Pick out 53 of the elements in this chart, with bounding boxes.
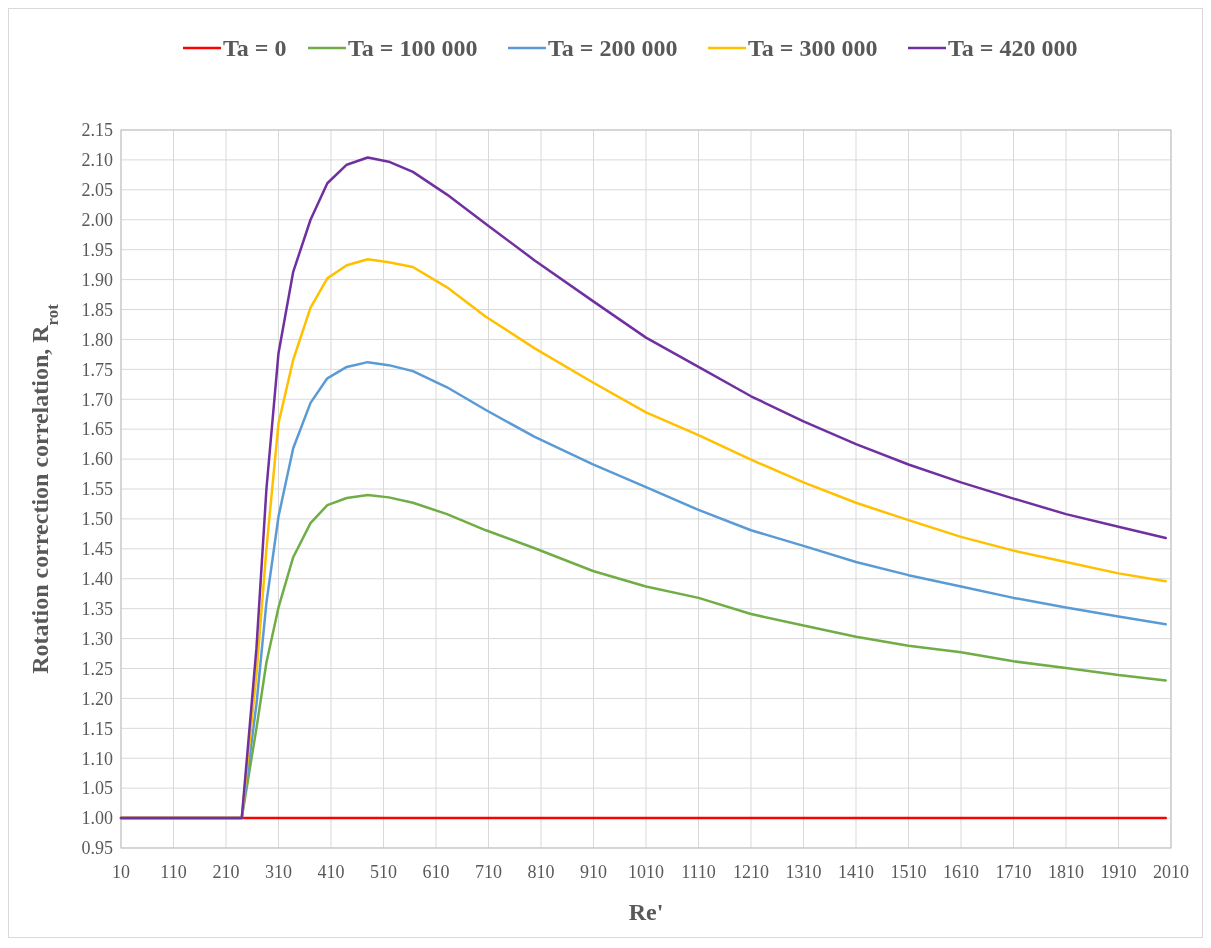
y-tick-label: 1.35 <box>81 598 113 619</box>
y-tick-label: 1.55 <box>81 479 113 500</box>
x-tick-label: 510 <box>370 862 397 882</box>
x-tick-label: 610 <box>422 862 450 882</box>
y-tick-label: 1.45 <box>81 539 113 560</box>
legend-label: Ta = 0 <box>223 35 287 62</box>
y-tick-label: 1.30 <box>81 628 113 649</box>
x-tick-label: 810 <box>527 862 555 882</box>
x-tick-label: 2010 <box>1153 862 1189 882</box>
x-tick-label: 1710 <box>995 862 1032 882</box>
y-tick-label: 1.95 <box>81 239 113 260</box>
y-tick-label: 0.95 <box>81 838 113 859</box>
y-tick-label: 1.20 <box>81 688 113 709</box>
legend-label: Ta = 100 000 <box>348 35 478 62</box>
x-axis-title: Re' <box>628 899 664 925</box>
y-tick-label: 2.15 <box>81 120 113 141</box>
y-tick-label: 1.15 <box>81 718 113 739</box>
y-tick-label: 2.05 <box>81 180 113 201</box>
x-tick-label: 710 <box>475 862 502 882</box>
x-tick-label: 10 <box>112 862 130 882</box>
x-tick-label: 410 <box>317 862 345 882</box>
y-tick-label: 1.65 <box>81 419 113 440</box>
legend-label: Ta = 420 000 <box>948 35 1078 62</box>
x-tick-label: 110 <box>160 862 187 882</box>
y-tick-label: 1.25 <box>81 658 113 679</box>
legend-label: Ta = 200 000 <box>548 35 678 62</box>
x-tick-label: 1610 <box>943 862 979 882</box>
x-tick-label: 1310 <box>785 862 822 882</box>
legend-label: Ta = 300 000 <box>748 35 878 62</box>
x-tick-label: 1110 <box>681 862 716 882</box>
y-tick-label: 1.70 <box>81 389 113 410</box>
y-tick-label: 1.10 <box>81 748 113 769</box>
x-tick-label: 1010 <box>628 862 664 882</box>
y-tick-label: 1.40 <box>81 569 113 590</box>
y-tick-label: 1.50 <box>81 509 113 530</box>
x-tick-label: 310 <box>265 862 292 882</box>
x-tick-label: 910 <box>580 862 607 882</box>
x-tick-label: 1410 <box>838 862 874 882</box>
x-tick-label: 1210 <box>733 862 769 882</box>
x-tick-label: 210 <box>212 862 240 882</box>
x-tick-label: 1810 <box>1048 862 1084 882</box>
y-tick-label: 2.10 <box>81 150 113 171</box>
y-tick-label: 1.60 <box>81 449 113 470</box>
y-tick-label: 1.00 <box>81 808 113 829</box>
y-tick-label: 1.05 <box>81 778 113 799</box>
x-tick-label: 1910 <box>1100 862 1137 882</box>
y-tick-label: 2.00 <box>81 210 113 231</box>
y-tick-label: 1.80 <box>81 329 113 350</box>
y-tick-label: 1.85 <box>81 299 113 320</box>
line-series <box>119 156 1167 820</box>
y-tick-label: 1.75 <box>81 359 113 380</box>
x-tick-label: 1510 <box>890 862 927 882</box>
y-tick-label: 1.90 <box>81 269 113 290</box>
